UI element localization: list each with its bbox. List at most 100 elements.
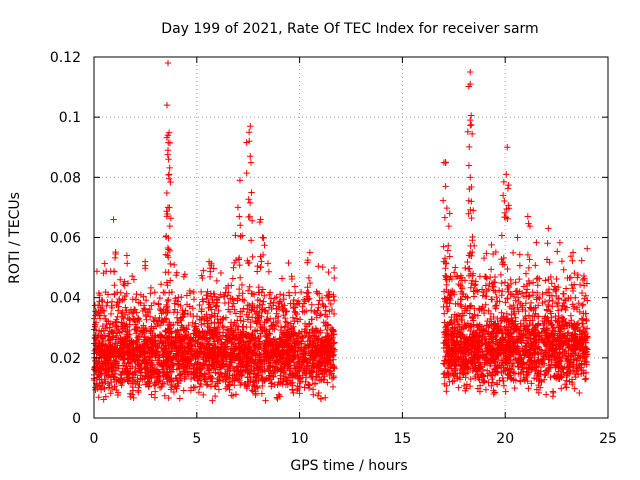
data-point [156,384,164,392]
data-point [316,297,323,304]
data-point [143,350,151,357]
data-point [254,296,261,304]
data-point [118,351,126,358]
data-point [127,380,135,387]
data-point [579,301,587,308]
data-point [482,386,490,393]
data-point [168,288,176,296]
data-point [288,275,296,283]
data-point [177,302,184,310]
data-point [235,340,242,348]
data-point [93,268,101,275]
data-point [582,292,589,299]
data-point [523,286,531,293]
data-point [228,340,236,347]
data-point [548,280,555,287]
data-point [141,347,148,355]
data-point [324,321,332,328]
data-point [280,362,287,370]
data-point [328,375,336,382]
data-point [174,319,181,327]
data-point [141,364,148,372]
data-point [204,320,212,328]
data-point [107,390,114,397]
data-point [164,151,171,158]
data-point [215,320,222,327]
data-point [488,241,495,249]
data-point [101,366,109,374]
data-point [525,385,532,392]
data-point [108,351,116,358]
data-point [224,343,231,350]
data-point [232,310,240,317]
data-point [217,291,224,298]
data-point [330,310,338,318]
data-point [121,356,128,363]
data-point [301,341,309,349]
data-point [235,285,243,293]
data-point [219,329,227,336]
data-point [107,310,115,318]
data-point [458,283,466,291]
data-point [130,276,138,283]
data-point [230,300,238,307]
data-point [205,328,213,335]
data-point [452,264,459,271]
data-point [302,374,310,381]
data-point [208,319,215,327]
data-point [113,376,121,383]
data-point [232,391,240,398]
data-point [140,302,148,309]
data-point [98,328,105,335]
data-point [292,289,299,296]
data-point [237,233,244,240]
data-point [236,261,243,269]
data-point [318,335,326,343]
data-point [134,314,142,322]
data-point [253,268,261,275]
data-point [516,275,523,283]
data-point [313,328,321,335]
data-point [276,291,284,298]
data-point [165,156,172,163]
data-point [106,333,113,340]
data-point [180,387,187,394]
data-point [132,296,140,303]
data-point [144,307,152,315]
data-point [545,285,553,293]
data-point [236,213,243,220]
data-point [254,384,262,392]
data-point [497,271,505,279]
data-point [296,347,304,354]
data-point [215,307,222,315]
data-point [255,334,262,342]
data-point [108,298,116,305]
data-point [314,392,322,399]
data-point [229,392,237,399]
data-point [522,307,529,315]
data-point [196,301,203,309]
data-point [127,393,134,400]
data-point [230,264,237,271]
data-point [267,370,275,378]
data-point [111,254,119,262]
data-point [95,332,102,339]
data-point [247,377,254,385]
data-point [269,322,276,329]
data-point [118,310,125,317]
data-point [103,320,110,328]
data-point [303,323,311,330]
data-point [439,197,447,204]
data-point [305,274,313,282]
data-point [104,299,111,306]
data-point [236,274,244,281]
data-point [550,389,557,397]
data-point [222,339,229,347]
data-point [200,267,207,274]
data-point [511,384,518,392]
data-point [143,316,150,323]
data-point [576,281,584,289]
data-point [111,268,118,275]
data-point [301,384,308,391]
data-point [132,330,140,337]
